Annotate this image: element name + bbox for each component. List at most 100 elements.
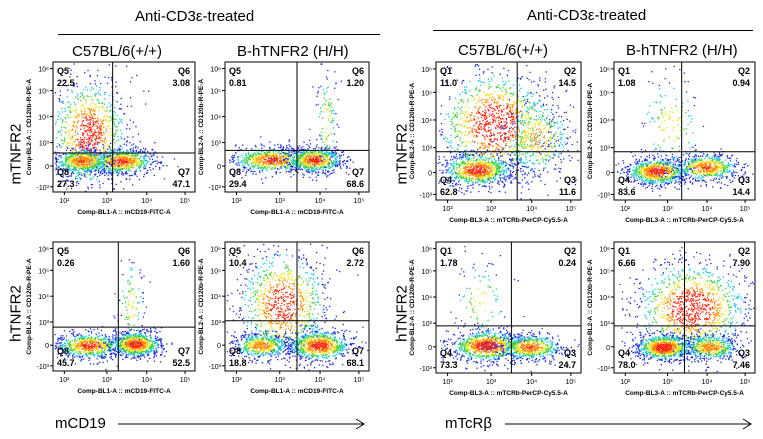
y-tick-label: 10⁶ <box>38 67 49 74</box>
y-tick-label: 10⁶ <box>421 247 432 254</box>
quadrant-name: Q6 <box>352 246 364 256</box>
y-tick-label: 10⁴ <box>421 295 432 302</box>
x-tick-label: 10³ <box>102 198 113 205</box>
flow-plot-right-2: Q1 1.08 Q2 0.94 Q4 83.6 Q3 14.4 10⁶ 10⁵ 10⁴ 10³ 0 -10… <box>587 61 756 224</box>
quadrant-percent: 78.0 <box>618 360 636 370</box>
y-tick-label: -10³ <box>209 364 222 371</box>
y-tick-label: 10⁴ <box>210 294 221 301</box>
y-tick-label: -10³ <box>420 192 433 199</box>
quadrant-name: Q1 <box>440 246 452 256</box>
quadrant-percent: 73.3 <box>440 360 458 370</box>
density-dots <box>54 63 179 192</box>
x-tick-label: 10⁴ <box>526 379 537 386</box>
y-tick-label: 0 <box>606 170 610 177</box>
y-axis-label: Comp-BL2-A :: CD120b-R-PE-A <box>587 83 594 179</box>
quadrant-name: Q5 <box>229 246 241 256</box>
y-axis-label: Comp-BL2-A :: CD120b-R-PE-A <box>409 83 416 179</box>
y-tick-label: 10⁶ <box>38 246 49 253</box>
quadrant-percent: 0.24 <box>558 258 576 268</box>
x-tick-label: 10² <box>59 198 70 205</box>
quadrant-percent: 1.78 <box>440 258 458 268</box>
flow-plot-left-3: Q5 0.26 Q6 1.60 Q8 45.7 Q7 52.5 10⁶ 10⁵ 10⁴ 10³ 0 -10… <box>26 241 196 395</box>
x-tick-label: 10³ <box>275 198 286 205</box>
quadrant-percent: 27.3 <box>57 179 75 189</box>
right-header: Anti-CD3ε-treated <box>527 7 647 24</box>
plot-frame <box>52 61 196 193</box>
y-tick-label: 10⁶ <box>599 247 610 254</box>
y-axis-label: Comp-BL2-A :: CD120b-R-PE-A <box>26 79 33 175</box>
y-tick-label: 10⁵ <box>599 269 610 276</box>
y-tick-label: 10³ <box>211 320 222 327</box>
quadrant-percent: 1.60 <box>172 258 190 268</box>
quadrant-name: Q1 <box>618 66 630 76</box>
density-dots <box>619 247 755 373</box>
flow-plot-left-1: Q5 22.5 Q6 3.08 Q8 27.3 Q7 47.1 10⁶ 10⁵ 10⁴ 10³ 0 -10… <box>26 61 196 216</box>
y-tick-label: 0 <box>217 164 221 171</box>
y-tick-label: 10⁴ <box>599 118 610 125</box>
x-axis-label: Comp-BL3-A :: mTCRb-PerCP-Cy5.5-A <box>449 390 568 397</box>
y-tick-label: 10³ <box>600 146 611 153</box>
left-header-rule <box>58 34 380 35</box>
x-tick-label: 10² <box>620 206 631 213</box>
quadrant-name: Q8 <box>229 346 241 356</box>
quadrant-percent: 11.0 <box>440 78 457 88</box>
quadrant-name: Q4 <box>618 348 630 358</box>
left-col-title-2: B-hTNFR2 (H/H) <box>237 43 349 60</box>
quadrant-name: Q5 <box>57 246 69 256</box>
quadrant-name: Q4 <box>440 175 452 185</box>
quadrant-name: Q4 <box>440 348 452 358</box>
quadrant-name: Q1 <box>618 246 630 256</box>
quadrant-name: Q3 <box>738 348 750 358</box>
x-tick-label: 10⁴ <box>315 377 326 384</box>
plot-frame <box>435 241 582 374</box>
y-tick-label: 10⁶ <box>210 67 221 74</box>
quadrant-name: Q7 <box>178 346 190 356</box>
y-tick-label: 10⁶ <box>421 67 432 74</box>
x-axis-label: Comp-BL1-A :: mCD19-FITC-A <box>250 388 344 395</box>
left-col-title-1: C57BL/6(+/+) <box>72 43 163 60</box>
x-tick-label: 10⁵ <box>740 206 751 213</box>
quadrant-name: Q6 <box>178 66 190 76</box>
left-arrow <box>118 418 365 430</box>
x-tick-label: 10² <box>59 377 70 384</box>
density-dots <box>437 64 579 200</box>
quadrant-percent: 1.08 <box>618 78 636 88</box>
x-tick-label: 10⁴ <box>526 206 537 213</box>
x-tick-label: 10⁵ <box>354 377 365 384</box>
quadrant-name: Q8 <box>57 346 69 356</box>
quadrant-name: Q4 <box>618 175 630 185</box>
quadrant-percent: 45.7 <box>57 358 75 368</box>
x-tick-label: 10³ <box>486 379 497 386</box>
quadrant-percent: 68.6 <box>346 179 364 189</box>
quadrant-percent: 11.6 <box>559 187 576 197</box>
y-tick-label: 10⁴ <box>599 295 610 302</box>
quadrant-percent: 1.20 <box>346 78 364 88</box>
x-tick-label: 10⁵ <box>565 379 576 386</box>
quadrant-percent: 62.8 <box>440 187 458 197</box>
x-tick-label: 10⁵ <box>180 198 191 205</box>
y-tick-label: 0 <box>217 343 221 350</box>
quadrant-name: Q3 <box>564 175 576 185</box>
y-tick-label: 10³ <box>39 141 50 148</box>
flow-plot-left-2: Q5 0.81 Q6 1.20 Q8 29.4 Q7 68.6 10⁶ 10⁵ 10⁴ 10³ 0 -10… <box>198 61 370 216</box>
x-tick-label: 10² <box>443 379 454 386</box>
x-tick-label: 10⁴ <box>141 198 152 205</box>
flow-plot-right-4: Q1 6.66 Q2 7.90 Q4 78.0 Q3 7.46 10⁶ 10⁵ 10⁴ 10³ 0 -10… <box>587 241 756 397</box>
quadrant-name: Q2 <box>564 66 576 76</box>
y-tick-label: -10³ <box>420 366 433 373</box>
quadrant-name: Q7 <box>178 167 190 177</box>
x-tick-label: 10⁵ <box>565 206 576 213</box>
quadrant-percent: 2.72 <box>346 258 364 268</box>
y-tick-label: 10⁴ <box>38 294 49 301</box>
x-tick-label: 10³ <box>663 379 674 386</box>
quadrant-name: Q5 <box>57 66 69 76</box>
quadrant-name: Q6 <box>178 246 190 256</box>
y-tick-label: 10⁶ <box>599 67 610 74</box>
x-tick-label: 10³ <box>102 377 113 384</box>
x-axis-label: Comp-BL3-A :: mTCRb-PerCP-Cy5.5-A <box>625 390 744 397</box>
quadrant-name: Q1 <box>440 66 452 76</box>
x-tick-label: 10⁵ <box>740 379 751 386</box>
quadrant-percent: 7.46 <box>732 360 750 370</box>
quadrant-percent: 52.5 <box>172 358 190 368</box>
y-axis-label: Comp-BL2-A :: CD120b-R-PE-A <box>409 259 416 355</box>
